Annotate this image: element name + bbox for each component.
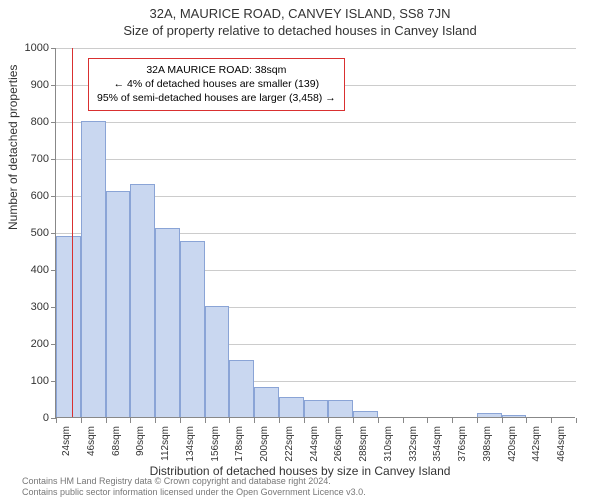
x-tick-label: 332sqm [408, 426, 419, 466]
histogram-bar [304, 400, 329, 417]
histogram-bar [254, 387, 279, 417]
histogram-bar [328, 400, 353, 417]
x-tick-mark [551, 418, 552, 423]
y-tick-mark [51, 196, 56, 197]
y-tick-label: 300 [9, 301, 49, 313]
histogram-bar [56, 236, 81, 417]
grid-line [56, 159, 576, 160]
x-tick-mark [403, 418, 404, 423]
x-tick-mark [254, 418, 255, 423]
chart-title-sub: Size of property relative to detached ho… [0, 21, 600, 38]
x-tick-mark [106, 418, 107, 423]
x-tick-mark [427, 418, 428, 423]
histogram-bar [205, 306, 230, 417]
y-tick-label: 500 [9, 227, 49, 239]
x-tick-label: 178sqm [234, 426, 245, 466]
footer-attribution: Contains HM Land Registry data © Crown c… [0, 476, 600, 498]
x-tick-label: 112sqm [160, 426, 171, 466]
y-tick-mark [51, 122, 56, 123]
x-tick-mark [155, 418, 156, 423]
x-tick-label: 464sqm [556, 426, 567, 466]
histogram-bar [180, 241, 205, 417]
x-tick-mark [56, 418, 57, 423]
footer-line-2: Contains public sector information licen… [22, 487, 600, 498]
histogram-bar [477, 413, 502, 417]
x-tick-mark [502, 418, 503, 423]
x-tick-label: 376sqm [457, 426, 468, 466]
x-tick-label: 134sqm [185, 426, 196, 466]
y-tick-label: 100 [9, 375, 49, 387]
histogram-bar [502, 415, 527, 417]
y-tick-label: 600 [9, 190, 49, 202]
x-tick-label: 90sqm [135, 426, 146, 466]
x-tick-mark [526, 418, 527, 423]
y-tick-label: 400 [9, 264, 49, 276]
annotation-line-1: 32A MAURICE ROAD: 38sqm [97, 63, 336, 77]
x-tick-mark [130, 418, 131, 423]
x-tick-label: 442sqm [531, 426, 542, 466]
x-tick-mark [180, 418, 181, 423]
x-tick-label: 222sqm [284, 426, 295, 466]
x-tick-mark [477, 418, 478, 423]
x-tick-label: 200sqm [259, 426, 270, 466]
histogram-bar [353, 411, 378, 417]
x-tick-label: 288sqm [358, 426, 369, 466]
x-tick-label: 156sqm [210, 426, 221, 466]
x-tick-mark [81, 418, 82, 423]
y-tick-mark [51, 48, 56, 49]
x-tick-label: 266sqm [333, 426, 344, 466]
x-tick-label: 354sqm [432, 426, 443, 466]
histogram-bar [130, 184, 155, 417]
chart-title-main: 32A, MAURICE ROAD, CANVEY ISLAND, SS8 7J… [0, 0, 600, 21]
x-tick-label: 68sqm [111, 426, 122, 466]
y-tick-label: 700 [9, 153, 49, 165]
x-tick-label: 420sqm [507, 426, 518, 466]
y-tick-label: 200 [9, 338, 49, 350]
y-tick-label: 1000 [9, 42, 49, 54]
y-tick-mark [51, 233, 56, 234]
x-tick-label: 24sqm [61, 426, 72, 466]
histogram-bar [106, 191, 131, 417]
y-tick-mark [51, 159, 56, 160]
histogram-bar [279, 397, 304, 417]
x-tick-mark [576, 418, 577, 423]
x-tick-mark [353, 418, 354, 423]
y-tick-mark [51, 85, 56, 86]
x-tick-mark [229, 418, 230, 423]
y-tick-label: 800 [9, 116, 49, 128]
histogram-bar [81, 121, 106, 417]
x-tick-label: 310sqm [383, 426, 394, 466]
histogram-bar [229, 360, 254, 417]
x-tick-mark [205, 418, 206, 423]
property-marker-line [72, 48, 74, 417]
grid-line [56, 48, 576, 49]
histogram-bar [155, 228, 180, 417]
x-tick-mark [279, 418, 280, 423]
x-tick-label: 46sqm [86, 426, 97, 466]
x-tick-mark [452, 418, 453, 423]
x-tick-label: 398sqm [482, 426, 493, 466]
x-tick-label: 244sqm [309, 426, 320, 466]
y-tick-label: 0 [9, 412, 49, 424]
annotation-line-3: 95% of semi-detached houses are larger (… [97, 91, 336, 105]
footer-line-1: Contains HM Land Registry data © Crown c… [22, 476, 600, 487]
y-tick-label: 900 [9, 79, 49, 91]
x-tick-mark [328, 418, 329, 423]
annotation-callout: 32A MAURICE ROAD: 38sqm ← 4% of detached… [88, 58, 345, 111]
x-tick-mark [378, 418, 379, 423]
x-tick-mark [304, 418, 305, 423]
annotation-line-2: ← 4% of detached houses are smaller (139… [97, 77, 336, 91]
grid-line [56, 122, 576, 123]
